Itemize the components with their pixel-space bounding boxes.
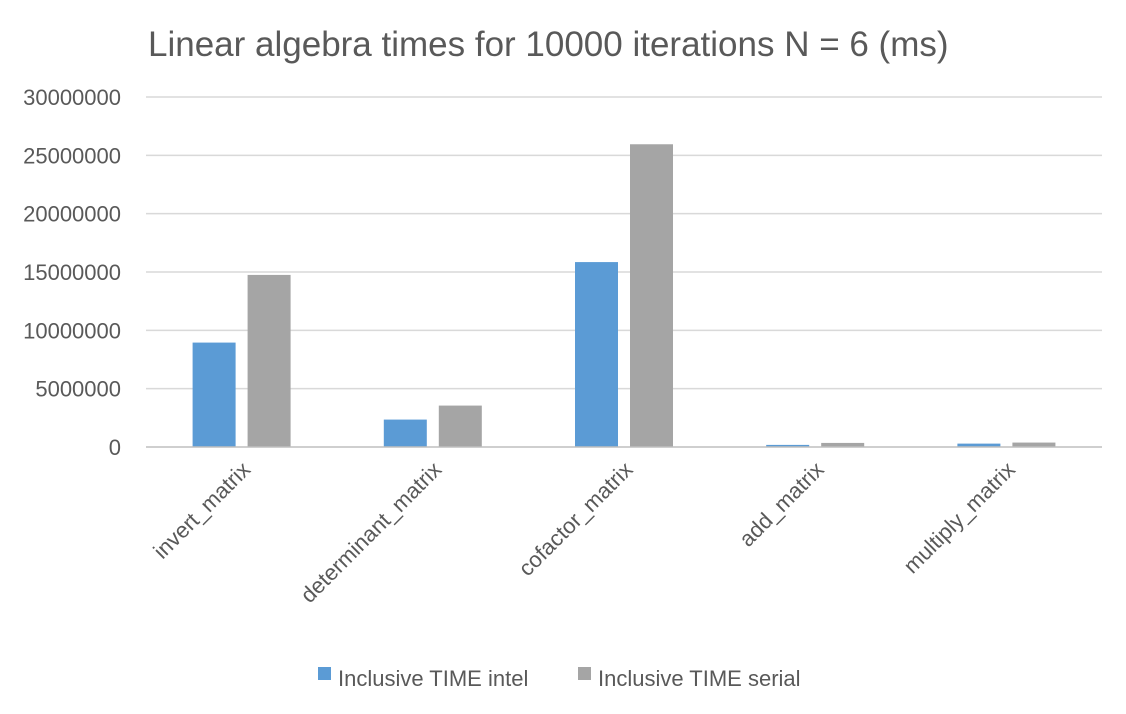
bar-determinant-matrix-series-1 <box>383 419 427 447</box>
bar-add-matrix-series-2 <box>821 442 865 447</box>
y-tick-label: 5000000 <box>35 377 121 402</box>
legend-label: Inclusive TIME serial <box>598 666 801 691</box>
y-axis-tick-labels: 0 5000000 10000000 15000000 20000000 25000000… <box>23 85 121 460</box>
x-category-label: add_matrix <box>734 457 829 552</box>
legend-swatch <box>318 667 331 680</box>
y-tick-label: 0 <box>109 435 121 460</box>
x-category-label: invert_matrix <box>148 457 255 564</box>
bar-multiply-matrix-series-2 <box>1012 442 1056 447</box>
bar-cofactor-matrix-series-1 <box>575 262 618 447</box>
chart-title: Linear algebra times for 10000 iteration… <box>148 25 949 64</box>
bars <box>192 144 1056 447</box>
x-axis-category-labels: invert_matrix determinant_matrix cofactor_… <box>148 457 1020 608</box>
bar-invert-matrix-series-2 <box>247 274 291 447</box>
y-tick-label: 10000000 <box>23 318 121 343</box>
bar-determinant-matrix-series-2 <box>438 405 482 447</box>
y-tick-label: 20000000 <box>23 202 121 227</box>
bar-add-matrix-series-1 <box>766 444 810 447</box>
legend-swatch <box>578 667 591 680</box>
legend-label: Inclusive TIME intel <box>338 666 528 691</box>
y-tick-label: 30000000 <box>23 85 121 110</box>
x-category-label: multiply_matrix <box>899 457 1020 578</box>
bar-multiply-matrix-series-1 <box>957 443 1001 447</box>
bar-invert-matrix-series-1 <box>192 342 236 447</box>
legend: Inclusive TIME intel Inclusive TIME seria… <box>318 666 801 691</box>
y-tick-label: 15000000 <box>23 260 121 285</box>
y-tick-label: 25000000 <box>23 143 121 168</box>
gridlines <box>146 96 1102 390</box>
x-category-label: determinant_matrix <box>296 457 447 608</box>
x-category-label: cofactor_matrix <box>514 457 638 581</box>
bar-cofactor-matrix-series-2 <box>630 144 673 447</box>
